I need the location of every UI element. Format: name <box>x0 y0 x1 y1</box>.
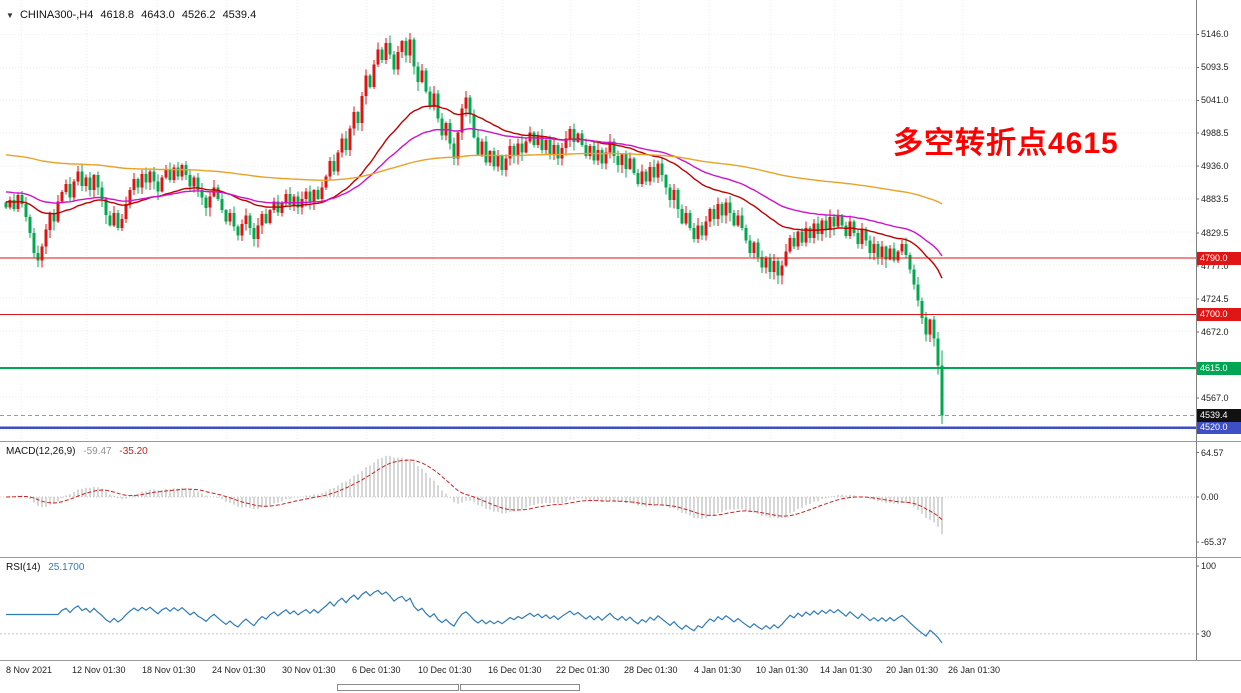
rsi-indicator-label: RSI(14) 25.1700 <box>6 562 89 573</box>
frame-layer <box>0 0 1241 661</box>
time-axis-label: 16 Dec 01:30 <box>488 665 542 675</box>
price-axis-tick: 5146.0 <box>1201 29 1229 40</box>
macd-name: MACD(12,26,9) <box>6 446 76 457</box>
annotation-text: 多空转折点4615 <box>893 127 1119 160</box>
macd-signal-line <box>5 459 943 521</box>
ohlc-low-value: 4526.2 <box>181 9 216 21</box>
price-level-tag: 4700.0 <box>1197 308 1241 322</box>
candles-layer <box>4 33 944 424</box>
price-level-tag: 4615.0 <box>1197 361 1241 375</box>
rsi-axis-tick: 30 <box>1201 628 1212 639</box>
price-axis-tick: 4724.5 <box>1201 294 1229 305</box>
grid-layer <box>0 0 1196 441</box>
macd-indicator-label: MACD(12,26,9) -59.47 -35.20 <box>6 446 153 457</box>
chevron-down-icon[interactable]: ▼ <box>6 11 14 20</box>
time-axis-label: 18 Nov 01:30 <box>142 665 196 675</box>
macd-signal-value: -35.20 <box>119 446 148 457</box>
time-axis-label: 30 Nov 01:30 <box>282 665 336 675</box>
time-axis-label: 26 Jan 01:30 <box>948 665 1001 675</box>
price-axis-tick: 5093.5 <box>1201 62 1229 73</box>
price-axis-tick: 4777.0 <box>1201 261 1229 272</box>
current-price-tag: 4539.4 <box>1197 409 1241 423</box>
macd-axis-tick: 64.57 <box>1201 447 1224 458</box>
price-axis-tick: 4988.5 <box>1201 128 1229 139</box>
time-axis-label: 24 Nov 01:30 <box>212 665 266 675</box>
rsi-name: RSI(14) <box>6 562 41 573</box>
macd-main-value: -59.47 <box>83 446 112 457</box>
symbol-timeframe-label: CHINA300-,H4 <box>19 9 94 21</box>
ma-slow-orange <box>5 152 943 205</box>
h-scrollbar-segment-2[interactable] <box>460 684 580 691</box>
time-axis-label: 10 Jan 01:30 <box>756 665 809 675</box>
rsi-layer <box>0 589 1196 644</box>
level-lines-layer <box>0 257 1196 429</box>
price-axis-tick: 4936.0 <box>1201 161 1229 172</box>
ohlc-close-value: 4539.4 <box>222 9 257 21</box>
price-axis-tick: 4567.0 <box>1201 393 1229 404</box>
time-axis-label: 8 Nov 2021 <box>6 665 53 675</box>
rsi-line <box>6 589 943 644</box>
h-scrollbar-segment-1[interactable] <box>337 684 459 691</box>
price-level-tag: 4520.0 <box>1197 421 1241 435</box>
ma-medium-magenta <box>5 127 943 257</box>
price-axis-tick: 4829.5 <box>1201 228 1229 239</box>
price-axis-tick: 4883.5 <box>1201 194 1229 205</box>
time-axis-label: 28 Dec 01:30 <box>624 665 678 675</box>
time-axis-label: 14 Jan 01:30 <box>820 665 873 675</box>
ohlc-open-value: 4618.8 <box>100 9 135 21</box>
macd-axis-tick: 0.00 <box>1201 492 1219 502</box>
time-axis-label: 12 Nov 01:30 <box>72 665 126 675</box>
chart-title: ▼ CHINA300-,H4 4618.8 4643.0 4526.2 4539… <box>6 9 260 21</box>
time-axis-label: 10 Dec 01:30 <box>418 665 472 675</box>
time-axis-label: 22 Dec 01:30 <box>556 665 610 675</box>
moving-averages-layer <box>5 104 943 279</box>
rsi-value: 25.1700 <box>48 562 85 573</box>
time-axis-label: 4 Jan 01:30 <box>694 665 742 675</box>
price-axis-tick: 5041.0 <box>1201 95 1229 106</box>
macd-layer <box>0 455 1196 535</box>
time-axis-label: 20 Jan 01:30 <box>886 665 939 675</box>
price-axis-tick: 4672.0 <box>1201 327 1229 338</box>
price-level-tag: 4790.0 <box>1197 251 1241 265</box>
rsi-axis-tick: 100 <box>1201 561 1217 571</box>
time-axis-label: 6 Dec 01:30 <box>352 665 401 675</box>
macd-axis-tick: -65.37 <box>1201 537 1227 547</box>
ohlc-high-value: 4643.0 <box>141 9 175 21</box>
